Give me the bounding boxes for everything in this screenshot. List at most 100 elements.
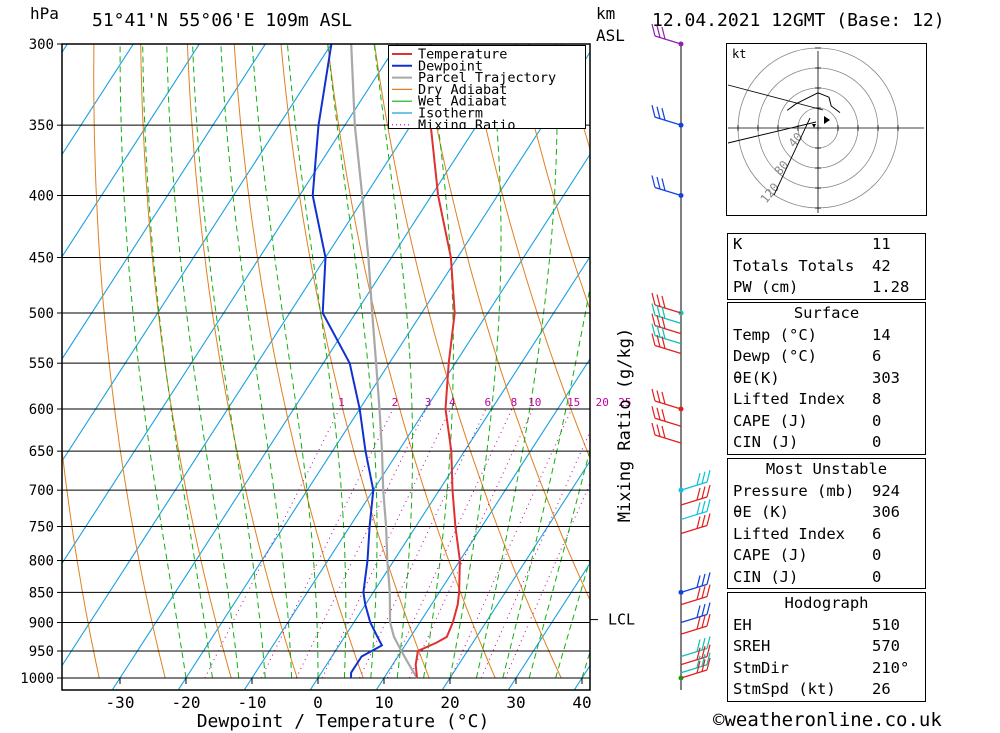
hodograph-trace <box>786 92 841 113</box>
wind-barb-flag <box>651 333 656 346</box>
x-tick-label: -10 <box>238 693 267 712</box>
wind-barb-flag <box>661 425 666 439</box>
wet-adiabat-line <box>142 44 213 679</box>
wet-adiabat-line <box>423 44 454 679</box>
mixing-ratio-label: 3 <box>425 396 432 409</box>
totals-totals-row: Totals Totals 42 <box>733 256 891 275</box>
wind-barb-flag <box>696 473 701 486</box>
most-unstable-title: Most Unstable <box>765 460 888 478</box>
wind-barb <box>654 434 682 444</box>
wind-barb-flag <box>651 406 656 419</box>
wind-barb-flag <box>706 644 711 657</box>
legend-label: Isotherm <box>418 106 483 122</box>
y-tick-label: 750 <box>29 520 54 536</box>
dry-adiabat-line <box>93 44 166 679</box>
dry-adiabat-line <box>467 44 590 460</box>
mixing-ratio-line <box>295 408 427 679</box>
y-tick-label: 400 <box>29 188 54 204</box>
eh-row: EH 510 <box>733 615 900 634</box>
wet-adiabat-line <box>220 44 293 679</box>
legend-label: Dewpoint <box>418 58 483 74</box>
wind-barb-flag <box>651 323 656 336</box>
sreh-row: SREH 570 <box>733 637 900 655</box>
wind-barb <box>654 417 682 427</box>
isotherm-line <box>62 44 399 565</box>
wind-barb-flag <box>661 316 666 329</box>
y-tick-label: 650 <box>29 444 54 460</box>
wind-barb-flag <box>661 391 666 405</box>
wind-barb-flag <box>696 575 701 588</box>
isotherm-line <box>441 460 590 690</box>
wind-barb-flag <box>706 602 711 615</box>
wet-adiabat-line <box>449 44 502 679</box>
wind-barb <box>654 335 682 345</box>
y-tick-label: 700 <box>29 483 54 499</box>
wind-barb-flag <box>696 605 701 618</box>
wind-barb-flag <box>706 584 711 597</box>
wet-adiabat-line <box>166 44 240 679</box>
asl-label: ASL <box>596 26 625 45</box>
isotherm-line <box>243 153 590 690</box>
surface-dewp-row: Dewp (°C) 6 <box>733 347 882 365</box>
surface-cin-row: CIN (J) 0 <box>733 433 882 451</box>
hodograph-unit: kt <box>732 47 746 61</box>
wind-barb-flag <box>706 613 711 627</box>
legend-label: Dry Adiabat <box>418 82 507 98</box>
datetime-title: 12.04.2021 12GMT (Base: 12) <box>652 10 945 31</box>
wind-barb-flag <box>696 502 701 515</box>
surface-temp-row: Temp (°C) 14 <box>733 325 891 344</box>
mixing-ratio-axis-title: Mixing Ratio (g/kg) <box>615 328 635 522</box>
wind-barb <box>654 344 682 355</box>
mixing-ratio-label: 1 <box>338 396 345 409</box>
credit-link[interactable]: ©weatheronline.co.uk <box>713 709 942 731</box>
wind-barb-flag <box>651 23 656 37</box>
isotherm-line <box>62 44 333 463</box>
wind-barb-flag <box>661 336 666 349</box>
wind-barb-flag <box>661 409 666 422</box>
mixing-ratio-line <box>204 408 340 679</box>
wet-adiabat-line <box>528 447 590 679</box>
wind-barb-flag <box>701 637 706 651</box>
mu-pressure-row: Pressure (mb) 924 <box>733 481 900 500</box>
wind-barb-flag <box>656 325 661 338</box>
plot-frame <box>61 43 591 691</box>
indices-table: K 11 Totals Totals 42 PW (cm) 1.28 <box>727 233 926 300</box>
storm-motion-marker <box>824 116 830 124</box>
wind-barb <box>654 35 682 45</box>
dewpoint-line <box>311 44 384 679</box>
stmdir-row: StmDir 210° <box>733 658 910 677</box>
wind-barb-flag <box>696 660 701 674</box>
wind-barb-flag <box>706 470 711 483</box>
hodograph-vector <box>773 117 811 196</box>
wind-barb-flag <box>651 303 656 316</box>
wind-barb-flag <box>656 424 661 437</box>
y-tick-label: 900 <box>29 616 54 632</box>
wind-barb <box>680 583 708 594</box>
mixing-ratio-label: 10 <box>528 396 541 409</box>
wind-barb-flag <box>656 294 661 307</box>
x-tick-label: -20 <box>172 693 201 712</box>
mixing-ratio-label: 15 <box>567 396 580 409</box>
hodograph-vector <box>727 121 817 144</box>
wind-barb-flag <box>651 422 656 436</box>
y-tick-label: 950 <box>29 644 54 660</box>
x-tick-label: 10 <box>374 693 393 712</box>
wind-barb <box>680 496 708 506</box>
hodograph-table: Hodograph EH 510 SREH 570 StmDir 210° StmSp… <box>727 592 926 702</box>
wind-barb-flag <box>701 486 706 499</box>
dry-adiabat-line <box>420 44 590 602</box>
wind-barb-flag <box>656 106 661 119</box>
wind-barb-flag <box>701 514 706 528</box>
wind-barb-flag <box>706 572 711 585</box>
pw-row: PW (cm) 1.28 <box>733 278 910 296</box>
y-tick-label: 800 <box>29 553 54 569</box>
wind-barb-flag <box>656 315 661 328</box>
mixing-ratio-line <box>359 408 487 679</box>
dry-adiabat-line <box>140 44 232 679</box>
wind-barb <box>680 625 708 635</box>
temperature-line <box>414 44 461 679</box>
legend-label: Parcel Trajectory <box>418 70 556 86</box>
wind-barb-flag <box>651 175 656 188</box>
dry-adiabat-line <box>514 44 590 311</box>
